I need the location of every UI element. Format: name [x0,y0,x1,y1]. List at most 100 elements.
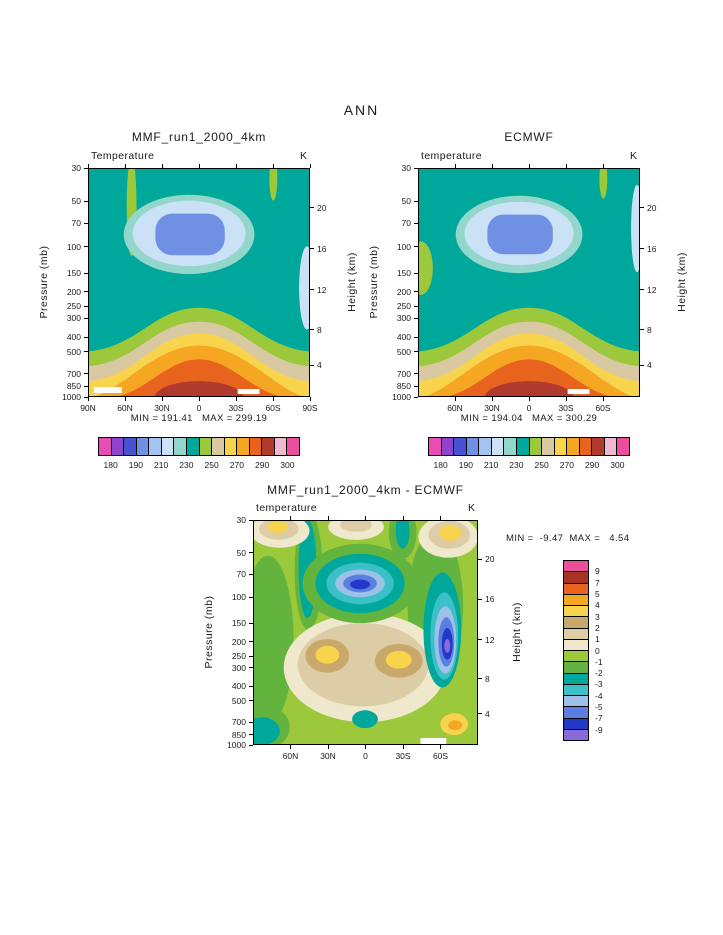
colorbar-tick-label: 190 [128,460,143,470]
colorbar-cell [564,628,588,640]
colorbar-cell [99,438,112,455]
latitude-tick [402,745,404,749]
surface-warm-core [484,381,574,396]
latitude-tick [491,397,493,401]
colorbar-tick-label: 210 [484,460,499,470]
latitude-tick-label: 30S [558,403,574,413]
panel-diff-title: MMF_run1_2000_4km - ECMWF [267,483,464,497]
height-tick [478,713,482,715]
pressure-tick [84,396,88,398]
latitude-tick [491,164,493,168]
warm-anomaly-surface [448,720,463,731]
colorbar-cell [564,639,588,651]
latitude-tick [602,397,604,401]
colorbar-cell [429,438,442,455]
pressure-tick [414,222,418,224]
pressure-tick [249,573,253,575]
tropopause-cold-core [487,214,553,255]
pressure-tick-label: 50 [401,196,411,207]
temperature-diff-field [254,521,477,744]
colorbar-cell [441,438,455,455]
pressure-tick-label: 70 [71,218,81,229]
height-tick-label: 8 [647,324,652,335]
pressure-axis-label: Pressure (mb) [38,245,50,319]
latitude-tick-label: 0 [196,403,202,413]
colorbar-cell [149,438,162,455]
polar-cold-streak [299,246,309,330]
colorbar-tick-label: -2 [595,668,603,679]
height-tick-label: 4 [317,360,322,371]
latitude-tick-label: 60S [595,403,611,413]
surface-warm-core [154,381,244,396]
pressure-tick-label: 70 [236,569,246,580]
height-tick-label: 4 [485,708,490,719]
panel-mmf-field-label: Temperature [91,150,155,162]
colorbar-cell [237,438,250,455]
latitude-tick [124,397,126,401]
pressure-tick-label: 200 [396,286,411,297]
pressure-tick [84,200,88,202]
colorbar-ecmwf [428,437,630,456]
pressure-tick [414,336,418,338]
latitude-tick [528,164,530,168]
colorbar-cell [564,673,588,685]
latitude-tick [440,745,441,749]
colorbar-tick-label: 290 [255,460,270,470]
height-axis-label: Height (km) [346,252,358,312]
pressure-tick-label: 300 [231,662,246,673]
pressure-tick [414,385,418,387]
panel-ecmwf-field-label: temperature [421,150,483,162]
colorbar-cell [564,606,588,618]
colorbar-tick-label: 5 [595,588,600,599]
latitude-tick-label: 90S [302,403,318,413]
pressure-tick-label: 100 [396,241,411,252]
latitude-tick [290,516,291,520]
panel-mmf-title: MMF_run1_2000_4km [131,130,267,144]
latitude-tick [272,397,274,401]
pressure-tick-label: 500 [231,695,246,706]
colorbar-tick-label: 250 [204,460,219,470]
latitude-tick [198,164,200,168]
colorbar-tick-label: 230 [509,460,524,470]
height-tick [310,364,314,366]
colorbar-cell [504,438,517,455]
pressure-tick [84,291,88,293]
latitude-tick-label: 60N [282,751,299,761]
latitude-tick [161,164,163,168]
colorbar-tick-label: 290 [585,460,600,470]
panel-ecmwf-units: K [629,150,637,162]
colorbar-cell [287,438,299,455]
pressure-tick [414,291,418,293]
latitude-tick [327,516,329,520]
height-tick [640,364,644,366]
colorbar-cell [564,651,588,663]
latitude-tick-label: 30S [228,403,244,413]
latitude-tick [161,397,163,401]
height-tick [310,329,314,331]
latitude-tick-label: 30S [395,751,411,761]
height-tick [640,289,644,291]
panel-mmf-units: K [299,150,307,162]
latitude-tick [327,745,329,749]
colorbar-tick-label: 190 [458,460,473,470]
pressure-axis-label: Pressure (mb) [203,595,215,669]
pressure-tick [249,721,253,723]
colorbar-cell [567,438,580,455]
pressure-tick [249,622,253,624]
height-tick-label: 20 [485,554,495,565]
pressure-tick-label: 700 [66,368,81,379]
colorbar-tick-label: 270 [229,460,244,470]
tropopause-cold-core [155,213,225,256]
colorbar-tick-label: 1 [595,634,600,645]
pressure-tick-label: 70 [401,218,411,229]
colorbar-tick-label: 300 [280,460,295,470]
pressure-tick [249,655,253,657]
height-tick-label: 8 [485,673,490,684]
pressure-tick-label: 30 [401,163,411,173]
height-tick [310,207,314,209]
height-tick-label: 16 [317,243,327,254]
height-tick-label: 12 [485,634,495,645]
latitude-tick-label: 60S [432,751,449,761]
pressure-tick-label: 50 [236,547,246,558]
